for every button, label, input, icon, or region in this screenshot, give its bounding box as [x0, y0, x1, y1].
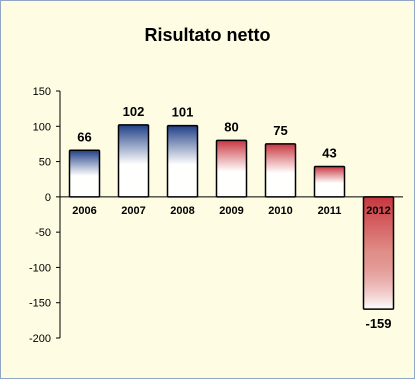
bar-rect [362, 196, 395, 310]
bar-2008 [166, 124, 199, 198]
data-labels: 66 102 101 80 75 43 -159 [77, 104, 391, 331]
data-label: 43 [322, 146, 336, 161]
bar-rect [313, 165, 346, 198]
bar-2012 [362, 196, 395, 310]
y-tick-label: 0 [45, 192, 51, 204]
bar-2011 [313, 165, 346, 198]
bar-rect [166, 124, 199, 198]
bar-rect [117, 124, 150, 198]
x-tick-label: 2007 [121, 205, 145, 217]
x-tick-label: 2012 [366, 205, 390, 217]
y-tick-label: -50 [35, 227, 51, 239]
x-tick-label: 2011 [318, 205, 342, 217]
bar-rect [264, 143, 297, 198]
bar-rect [215, 139, 248, 198]
bars [68, 124, 395, 310]
y-tick-label: 100 [33, 121, 51, 133]
x-tick-label: 2008 [170, 205, 194, 217]
data-label: 102 [123, 104, 145, 119]
data-label: 101 [172, 105, 194, 120]
y-tick-label: -100 [29, 262, 51, 274]
x-tick-label: 2009 [219, 205, 243, 217]
bar-2007 [117, 124, 150, 198]
bar-2009 [215, 139, 248, 198]
y-tick-label: -200 [29, 333, 51, 345]
chart-title: Risultato netto [144, 25, 271, 45]
data-label: -159 [365, 316, 391, 331]
x-tick-label: 2010 [268, 205, 292, 217]
y-tick-label: 150 [33, 86, 51, 98]
bar-2006 [68, 149, 101, 198]
x-tick-label: 2006 [72, 205, 96, 217]
bar-rect [68, 149, 101, 198]
data-label: 75 [273, 123, 287, 138]
y-tick-label: 50 [39, 157, 51, 169]
x-axis-labels: 2006 2007 2008 2009 2010 2011 2012 [72, 205, 390, 217]
data-label: 66 [77, 129, 91, 144]
y-tick-label: -150 [29, 298, 51, 310]
bar-2010 [264, 143, 297, 198]
data-label: 80 [224, 119, 238, 134]
